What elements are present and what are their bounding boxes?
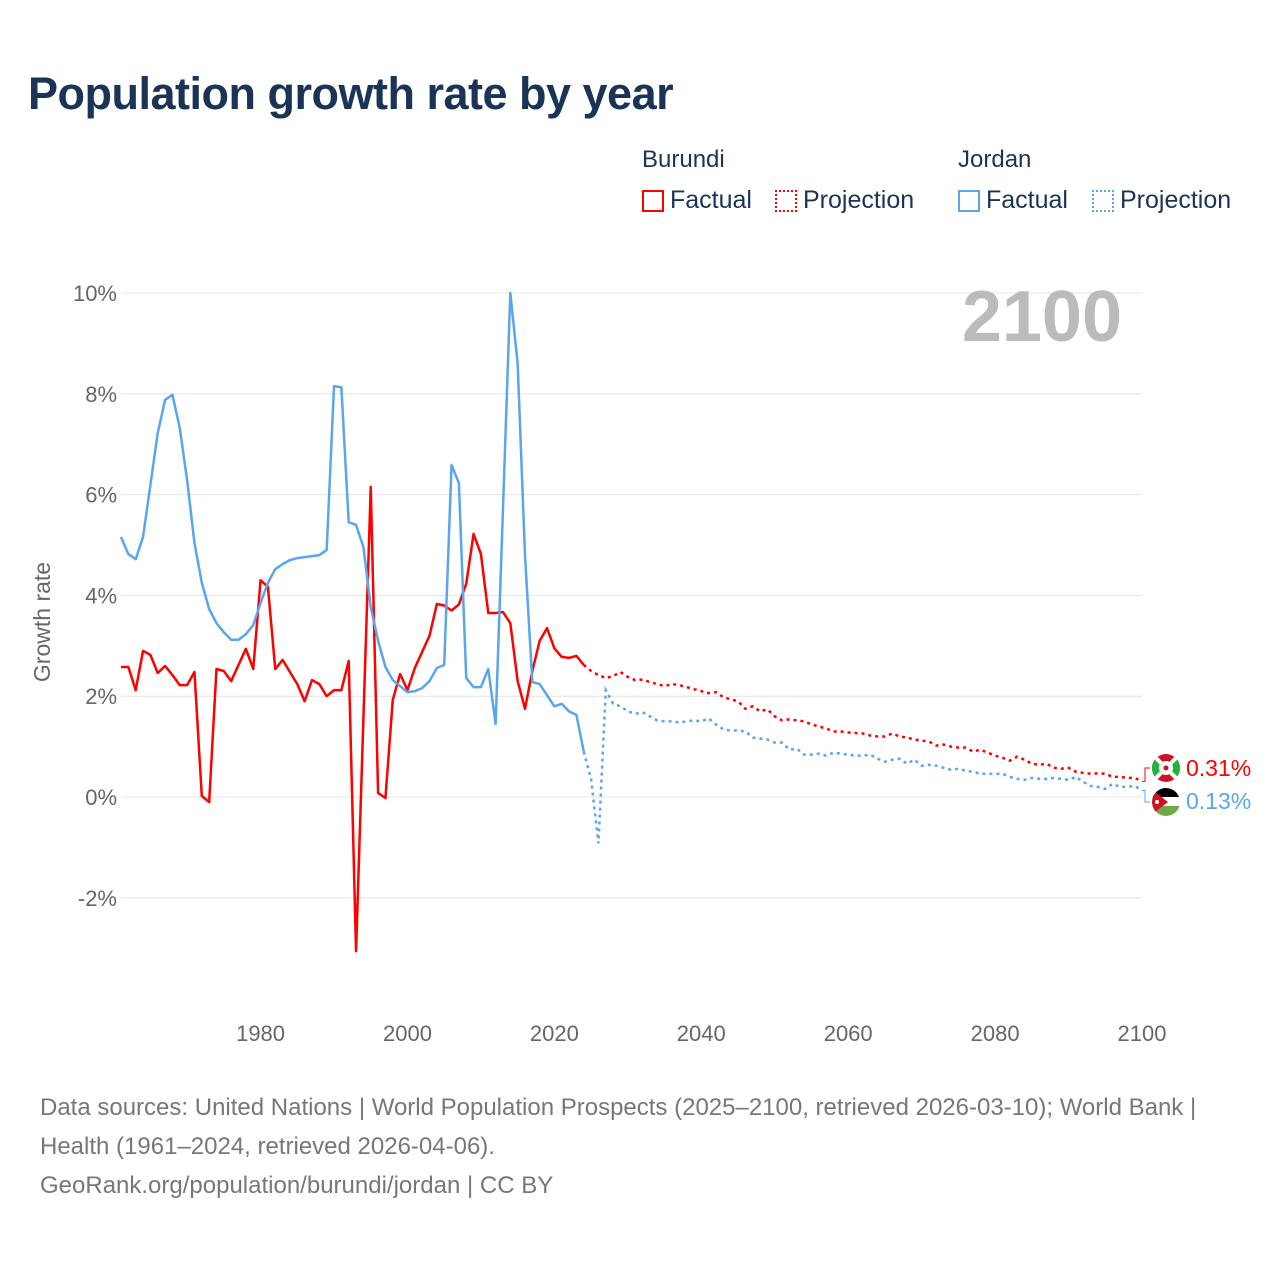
x-tick-label: 2040 — [677, 1021, 726, 1046]
burundi-projection-line — [582, 663, 1143, 783]
legend-swatch-solid — [642, 189, 664, 212]
flag-black — [1152, 788, 1180, 798]
jordan-factual-line — [119, 291, 585, 752]
y-tick-label: 4% — [85, 583, 117, 608]
flag-body — [1152, 754, 1180, 782]
legend-jordan-title: Jordan — [958, 146, 1032, 173]
legend-burundi-projection[interactable]: Projection — [775, 186, 914, 215]
legend-burundi-title: Burundi — [642, 146, 725, 173]
flag-green — [1152, 806, 1180, 816]
credit-link[interactable]: GeoRank.org/population/burundi/jordan | … — [40, 1172, 554, 1199]
y-axis-label: Growth rate — [29, 562, 55, 682]
y-tick-label: 2% — [85, 684, 117, 709]
burundi-connector — [1142, 767, 1150, 782]
legend-swatch-dotted — [775, 189, 797, 212]
x-tick-label: 2080 — [971, 1021, 1020, 1046]
chart-title: Population growth rate by year — [28, 68, 674, 119]
burundi-end-label: 0.31% — [1186, 755, 1251, 781]
legend-label: Projection — [803, 186, 915, 214]
x-tick-label: 2060 — [824, 1021, 873, 1046]
y-tick-label: 10% — [73, 281, 117, 306]
jordan-projection-line — [582, 685, 1143, 844]
footer: Data sources: United Nations | World Pop… — [40, 1088, 1240, 1205]
y-tick-label: 0% — [85, 785, 117, 810]
legend-label: Factual — [670, 186, 752, 214]
burundi-flag-icon — [1152, 754, 1180, 782]
flag-star — [1163, 765, 1169, 771]
data-sources: Data sources: United Nations | World Pop… — [40, 1094, 1197, 1160]
flag-green — [1166, 754, 1180, 782]
jordan-flag-icon — [1152, 788, 1180, 816]
jordan-end-label: 0.13% — [1186, 788, 1251, 814]
legend-swatch-solid — [958, 189, 980, 212]
flag-green — [1152, 754, 1166, 782]
x-tick-label: 1980 — [236, 1021, 285, 1046]
flag-body — [1152, 788, 1180, 816]
legend-jordan-projection[interactable]: Projection — [1092, 186, 1231, 215]
x-tick-label: 2000 — [383, 1021, 432, 1046]
legend-label: Factual — [986, 186, 1068, 214]
burundi-factual-line — [121, 485, 585, 953]
legend-jordan-factual[interactable]: Factual — [958, 186, 1068, 215]
x-tick-label: 2020 — [530, 1021, 579, 1046]
y-tick-label: 8% — [85, 382, 117, 407]
flag-star — [1155, 800, 1159, 804]
line-chart: 10% 8% 6% 4% 2% 0% -2% 1980 2000 2020 2040 2060 2080… — [29, 277, 1251, 1046]
legend-swatch-dotted — [1092, 189, 1114, 212]
x-tick-label: 2100 — [1118, 1021, 1167, 1046]
year-label: 2100 — [962, 277, 1122, 357]
legend-label: Projection — [1120, 186, 1232, 214]
legend-burundi-factual[interactable]: Factual — [642, 186, 752, 215]
y-tick-label: 6% — [85, 483, 117, 508]
jordan-connector — [1142, 789, 1150, 803]
y-tick-label: -2% — [78, 886, 117, 911]
